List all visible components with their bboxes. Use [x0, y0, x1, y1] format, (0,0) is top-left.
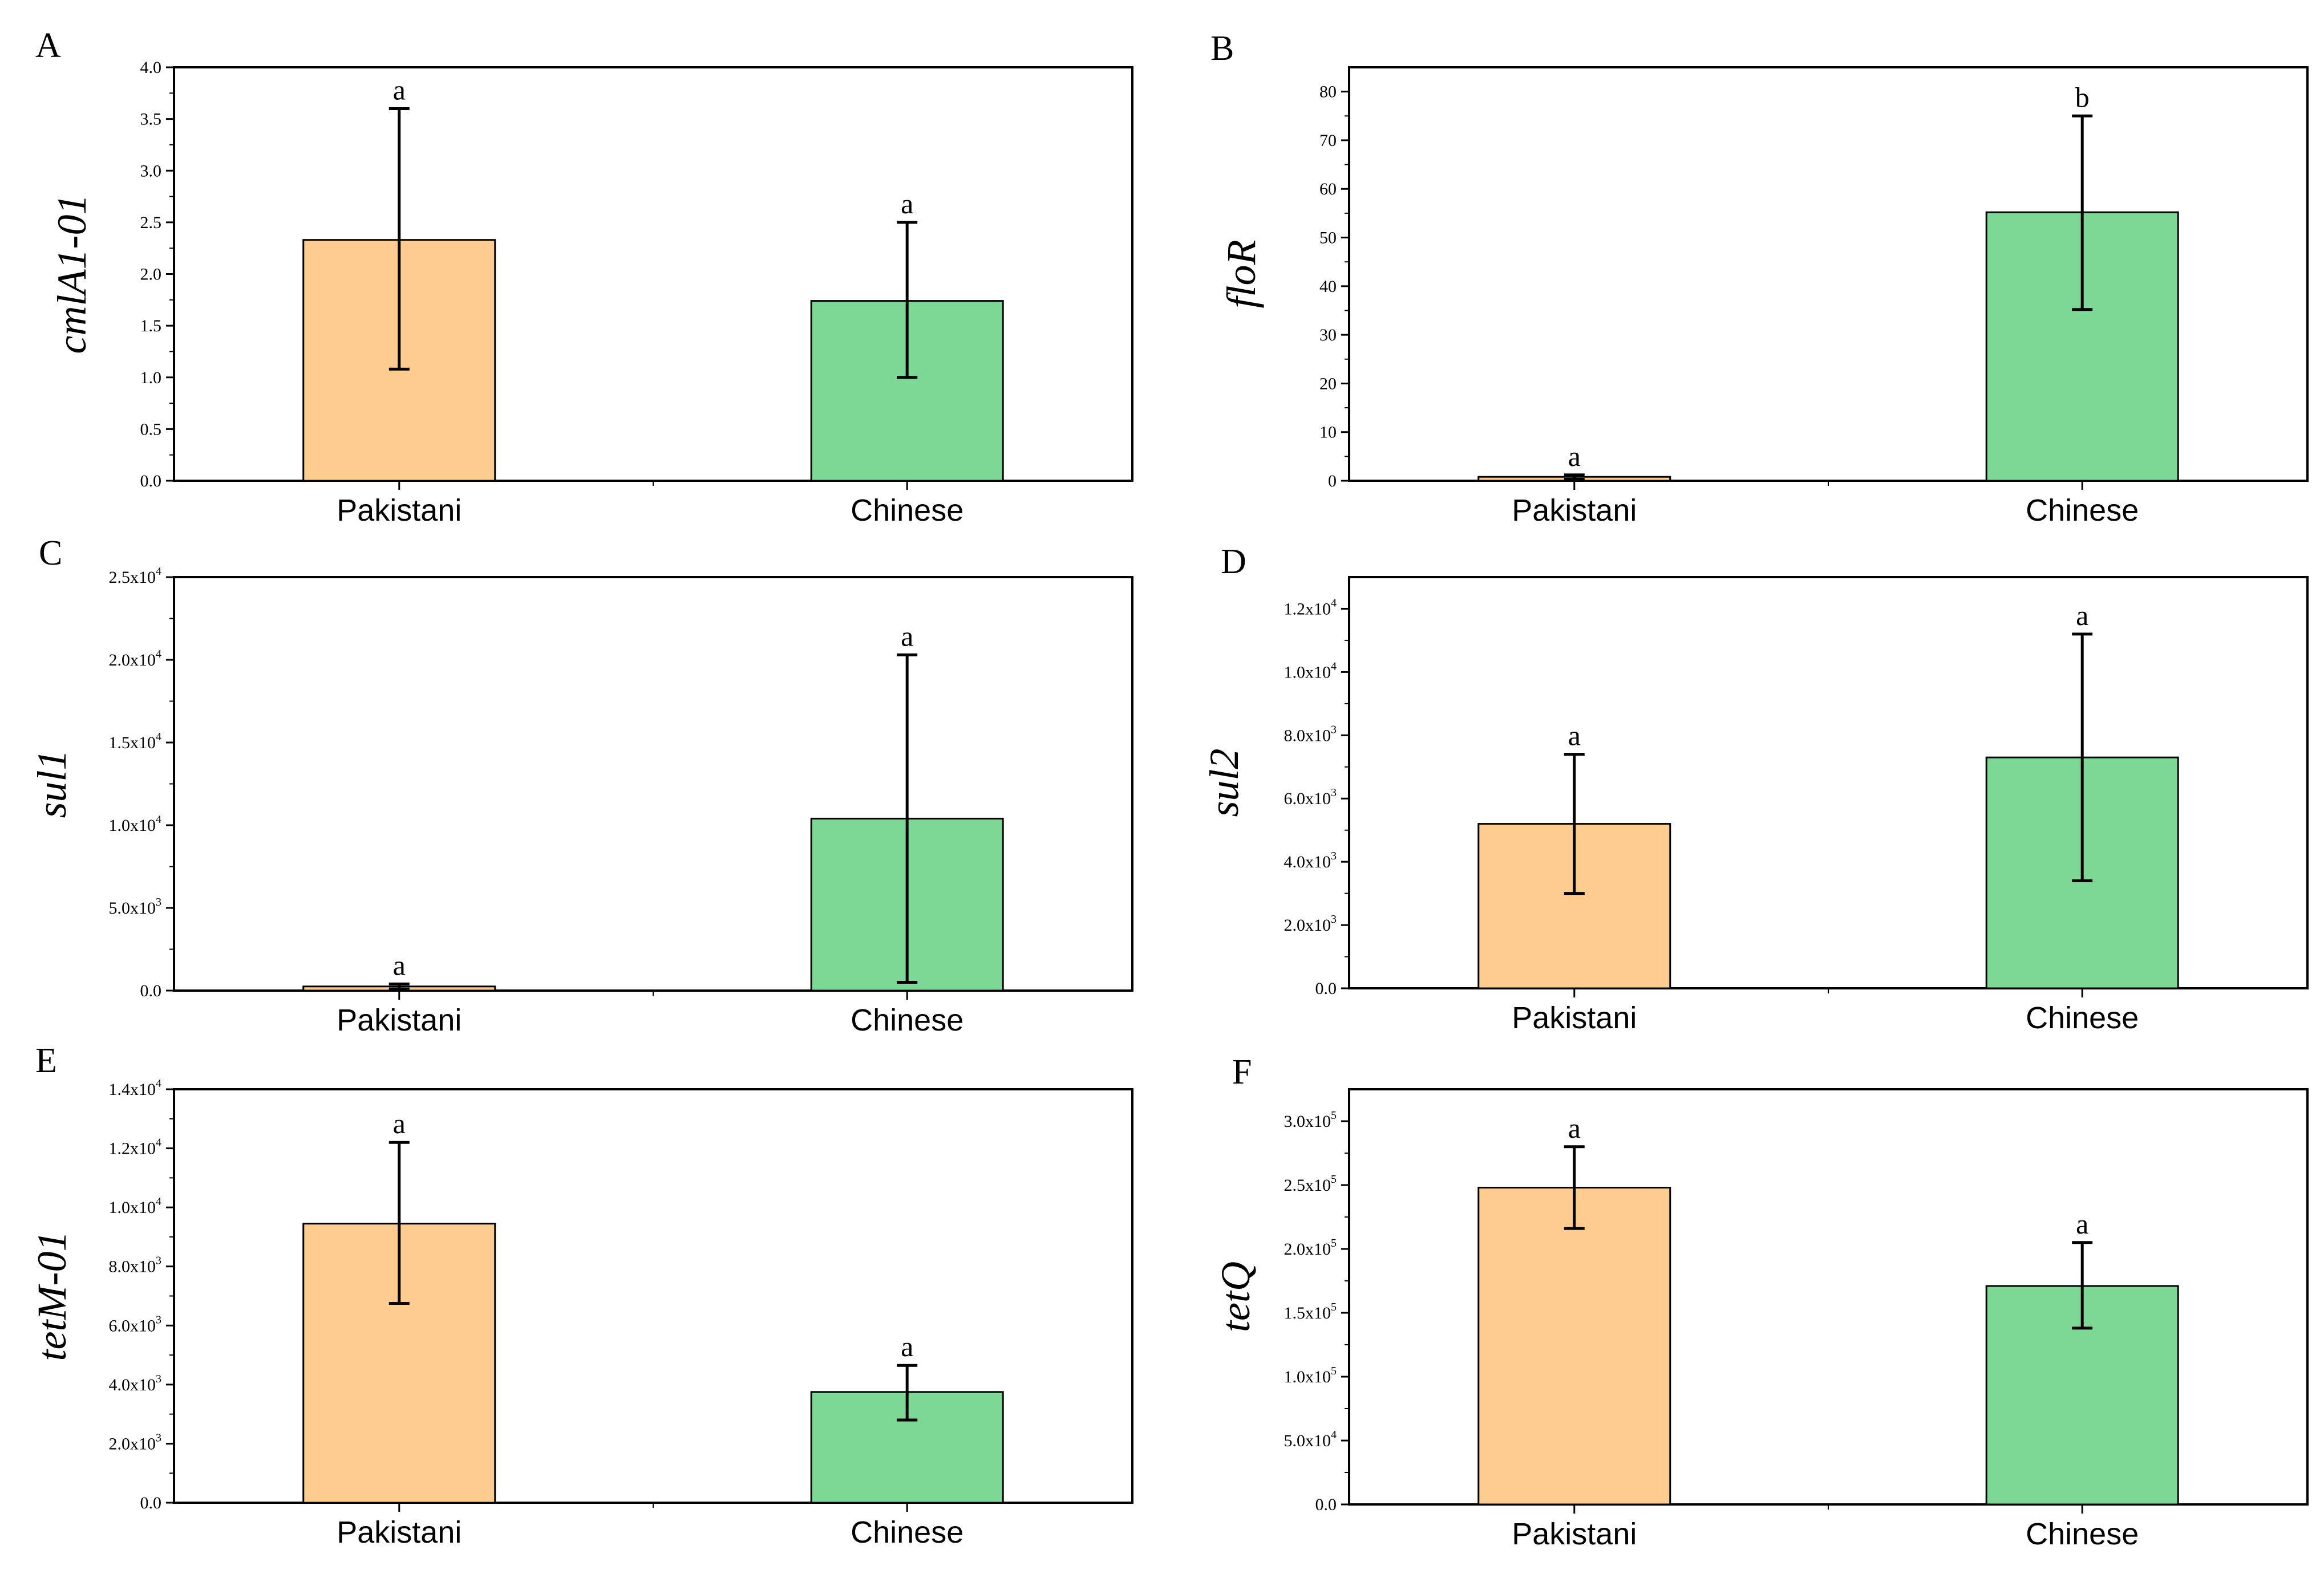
- y-tick-label: 3.0x105: [1284, 1109, 1337, 1131]
- y-tick-label: 50: [1319, 229, 1337, 248]
- y-tick-label: 1.0x104: [109, 1195, 162, 1217]
- y-tick-label: 1.5x104: [109, 731, 162, 752]
- y-tick-label: 4.0: [140, 58, 162, 77]
- y-tick-label: 1.0x104: [109, 813, 162, 835]
- y-tick-label: 1.5: [140, 317, 162, 335]
- significance-letter: a: [393, 1108, 406, 1139]
- y-tick-label: 1.2x104: [1284, 597, 1337, 618]
- y-tick-label: 1.0: [140, 368, 162, 387]
- y-tick-label: 2.0x104: [109, 648, 162, 670]
- y-tick-label: 3.5: [140, 110, 162, 129]
- y-tick-label: 2.5: [140, 213, 162, 232]
- significance-letter: b: [2075, 81, 2090, 113]
- significance-letter: a: [2076, 1208, 2088, 1240]
- category-label-pakistani: Pakistani: [337, 1003, 461, 1037]
- y-tick-label: 0: [1328, 472, 1337, 490]
- y-tick-label: 10: [1319, 423, 1337, 442]
- y-tick-label: 40: [1319, 277, 1337, 296]
- significance-letter: a: [901, 1330, 913, 1362]
- y-tick-label: 4.0x103: [1284, 850, 1337, 871]
- category-label-chinese: Chinese: [851, 493, 963, 528]
- y-tick-label: 80: [1319, 83, 1337, 102]
- y-tick-label: 8.0x103: [1284, 723, 1337, 745]
- y-tick-label: 0.0: [1315, 1495, 1337, 1514]
- y-tick-label: 6.0x103: [1284, 786, 1337, 808]
- y-tick-label: 1.2x104: [109, 1137, 162, 1158]
- significance-letter: a: [1568, 440, 1581, 472]
- y-tick-label: 30: [1319, 326, 1337, 344]
- y-axis-label: tetM-01: [29, 1231, 75, 1361]
- significance-letter: a: [393, 949, 406, 981]
- y-tick-label: 0.5: [140, 420, 162, 439]
- significance-letter: a: [1568, 720, 1581, 752]
- y-tick-label: 2.5x105: [1284, 1173, 1337, 1195]
- y-tick-label: 5.0x103: [109, 896, 162, 918]
- significance-letter: a: [2076, 599, 2088, 631]
- significance-letter: a: [901, 620, 913, 652]
- y-axis-label: sul1: [29, 749, 75, 818]
- significance-letter: a: [393, 74, 406, 106]
- y-axis-label: tetQ: [1213, 1261, 1258, 1332]
- y-tick-label: 2.0: [140, 265, 162, 284]
- y-axis-label: floR: [1218, 240, 1264, 309]
- y-tick-label: 2.0x105: [1284, 1237, 1337, 1259]
- panel-letter: A: [35, 26, 61, 65]
- y-tick-label: 1.0x105: [1284, 1365, 1337, 1386]
- panel-letter: D: [1221, 542, 1246, 581]
- y-tick-label: 0.0: [140, 472, 162, 490]
- y-tick-label: 70: [1319, 131, 1337, 150]
- category-label-chinese: Chinese: [851, 1515, 963, 1549]
- y-tick-label: 2.0x103: [109, 1431, 162, 1453]
- category-label-chinese: Chinese: [2026, 493, 2139, 528]
- y-tick-label: 1.4x104: [109, 1077, 162, 1099]
- panel-letter: B: [1210, 29, 1234, 68]
- category-label-pakistani: Pakistani: [337, 493, 461, 528]
- y-tick-label: 20: [1319, 374, 1337, 393]
- y-tick-label: 5.0x104: [1284, 1429, 1337, 1450]
- y-tick-label: 0.0: [1315, 979, 1337, 998]
- category-label-chinese: Chinese: [2026, 1517, 2139, 1551]
- bar-pakistani: [1477, 1186, 1671, 1506]
- y-tick-label: 1.5x105: [1284, 1301, 1337, 1323]
- panel-letter: E: [35, 1041, 57, 1080]
- y-tick-label: 0.0: [140, 1494, 162, 1512]
- y-tick-label: 2.5x104: [109, 565, 162, 587]
- y-tick-label: 4.0x103: [109, 1373, 162, 1394]
- panel-letter: F: [1232, 1053, 1252, 1092]
- panel-letter: C: [39, 534, 62, 573]
- category-label-pakistani: Pakistani: [1512, 1001, 1637, 1035]
- y-tick-label: 0.0: [140, 981, 162, 1000]
- significance-letter: a: [1568, 1112, 1581, 1144]
- category-label-pakistani: Pakistani: [1512, 1517, 1637, 1551]
- y-tick-label: 8.0x103: [109, 1255, 162, 1276]
- significance-letter: a: [901, 188, 913, 220]
- y-tick-label: 6.0x103: [109, 1313, 162, 1335]
- y-tick-label: 1.0x104: [1284, 660, 1337, 681]
- y-tick-label: 3.0: [140, 161, 162, 180]
- category-label-chinese: Chinese: [2026, 1001, 2139, 1035]
- category-label-pakistani: Pakistani: [337, 1515, 461, 1549]
- category-label-chinese: Chinese: [851, 1003, 963, 1037]
- category-label-pakistani: Pakistani: [1512, 493, 1637, 528]
- y-tick-label: 2.0x103: [1284, 913, 1337, 935]
- y-axis-label: sul2: [1201, 748, 1247, 817]
- y-tick-label: 60: [1319, 180, 1337, 198]
- y-axis-label: cmlA1-01: [49, 194, 95, 354]
